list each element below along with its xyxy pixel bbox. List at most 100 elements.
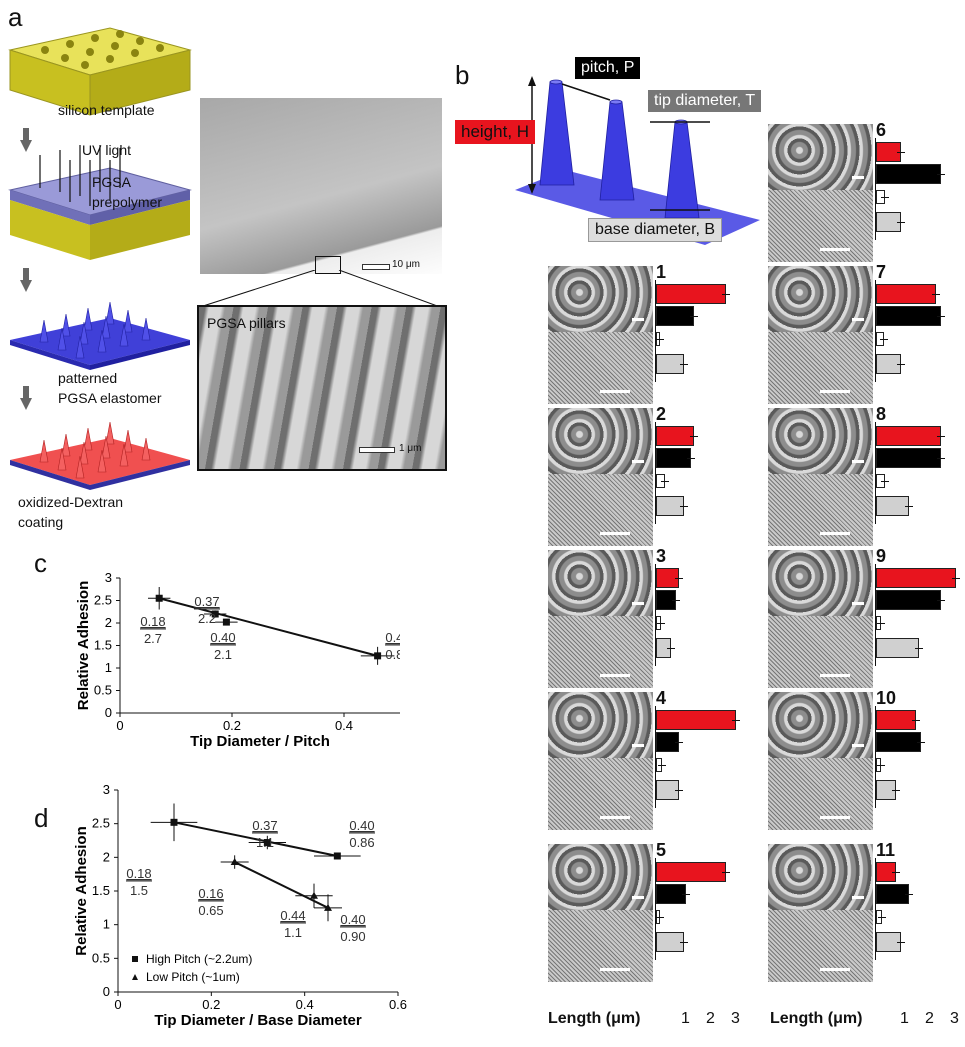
bar-p: [656, 306, 694, 326]
bar-axis: [875, 138, 876, 240]
step-prepolymer: PGSA prepolymer: [92, 174, 163, 210]
annotation-numerator: 0.40: [340, 912, 365, 927]
sample-number: 10: [876, 688, 897, 708]
x-tick-label: 0: [116, 718, 123, 733]
arrow-down-icon: [20, 140, 32, 152]
sem-scalebar: [852, 318, 864, 321]
sem-inset-image: PGSA pillars 1 μm: [197, 305, 447, 471]
bar-h: [876, 710, 916, 730]
error-bar: [937, 600, 945, 601]
error-bar: [679, 942, 688, 943]
legend-marker-square: [132, 956, 138, 962]
y-tick-label: 2: [105, 615, 112, 630]
sem-scalebar: [600, 390, 630, 393]
bar-axis: [655, 564, 656, 666]
data-point: [230, 858, 239, 866]
data-point: [263, 839, 271, 847]
error-bar: [672, 600, 680, 601]
error-bar: [679, 364, 688, 365]
annotation-denominator: 2.2: [198, 611, 216, 626]
sem-scalebar: [852, 602, 864, 605]
sem-bottom-image: [548, 616, 653, 688]
sem-bottom-image: [548, 474, 653, 546]
sem-top-image: [548, 692, 653, 758]
data-point: [374, 652, 382, 660]
error-bar: [660, 481, 669, 482]
sem-bottom-image: [548, 910, 653, 982]
error-bar: [655, 917, 664, 918]
sem-scalebar: [852, 176, 864, 179]
annotation-numerator: 0.44: [280, 908, 305, 923]
error-bar: [687, 458, 695, 459]
sem-scalebar: [600, 968, 630, 971]
error-bar: [937, 458, 945, 459]
tick-3-left: 3: [731, 1010, 740, 1027]
annotation-numerator: 0.40: [385, 630, 400, 645]
annotation-denominator: 0.90: [340, 929, 365, 944]
sample-number: 11: [876, 840, 896, 860]
error-bar: [892, 872, 900, 873]
data-point: [170, 818, 178, 826]
x-tick-label: 0.4: [335, 718, 353, 733]
sem-scalebar: [820, 248, 850, 251]
annotation-numerator: 0.16: [198, 886, 223, 901]
label-base-diameter: base diameter, B: [588, 218, 723, 242]
data-point: [333, 852, 341, 860]
x-tick-label: 0.2: [223, 718, 241, 733]
sample-number: 9: [876, 546, 887, 566]
sem-scalebar: [820, 390, 850, 393]
sem-top-image: [548, 266, 653, 332]
error-bar: [682, 894, 690, 895]
error-bar: [877, 765, 885, 766]
y-tick-label: 1.5: [94, 638, 112, 653]
sem-scalebar: [820, 816, 850, 819]
sem-top-image: [768, 124, 873, 190]
error-bar: [655, 339, 664, 340]
annotation-numerator: 0.18: [140, 614, 165, 629]
error-bar: [937, 174, 945, 175]
bar-p: [876, 164, 941, 184]
sample-tile: 10: [768, 688, 965, 832]
sem-bottom-image: [768, 910, 873, 982]
error-bar: [897, 222, 905, 223]
sem-scalebar: [820, 968, 850, 971]
error-bar: [732, 720, 740, 721]
data-point: [211, 610, 219, 618]
data-point: [324, 903, 332, 911]
data-point: [222, 618, 230, 626]
bar-h: [656, 710, 736, 730]
error-bar: [937, 316, 945, 317]
sem-top-image: [768, 266, 873, 332]
sem-scalebar: [362, 264, 390, 270]
chart-c: 0 0.5 1 1.5 2 2.5 3 0 0.2 0.4 Tip Diameter / Pitch…: [75, 570, 400, 750]
sample-tile: 9: [768, 546, 965, 690]
error-bar: [674, 790, 683, 791]
sem-top-image: [768, 692, 873, 758]
error-bar: [904, 894, 913, 895]
error-bar: [892, 790, 900, 791]
uv-arrows-icon: [39, 145, 121, 206]
sample-number: 7: [876, 262, 887, 282]
bar-h: [876, 426, 941, 446]
sem-scalebar: [600, 532, 630, 535]
bar-p: [656, 448, 691, 468]
bar-axis: [875, 564, 876, 666]
annotation-denominator: 0.65: [198, 903, 223, 918]
sample-number: 4: [656, 688, 667, 708]
x-tick-label: 0.2: [202, 997, 220, 1012]
y-tick-label: 1.5: [92, 883, 110, 898]
error-bar: [932, 294, 940, 295]
template-holes: [41, 30, 164, 69]
panel-b-label: b: [455, 60, 470, 90]
error-bar: [914, 648, 923, 649]
annotation-denominator: 2.1: [214, 647, 232, 662]
sem-scalebar: [632, 896, 644, 899]
chart-d: 0 0.5 1 1.5 2 2.5 3 0 0.2 0.4 0.6 Tip Diameter / Ba…: [73, 782, 407, 1029]
x-tick-label: 0.4: [296, 997, 314, 1012]
bar-axis: [655, 858, 656, 960]
data-point: [310, 891, 318, 899]
annotation-denominator: 1.5: [130, 883, 148, 898]
bar-axis: [655, 280, 656, 382]
y-tick-label: 2.5: [92, 816, 110, 831]
sem-top-image: [768, 408, 873, 474]
